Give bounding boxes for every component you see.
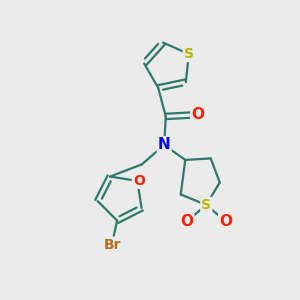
Text: O: O — [133, 174, 145, 188]
Text: Br: Br — [104, 238, 121, 251]
Text: S: S — [201, 198, 211, 212]
Text: N: N — [158, 137, 171, 152]
Text: O: O — [191, 107, 204, 122]
Text: O: O — [180, 214, 193, 229]
Text: S: S — [184, 47, 194, 61]
Text: O: O — [219, 214, 232, 229]
